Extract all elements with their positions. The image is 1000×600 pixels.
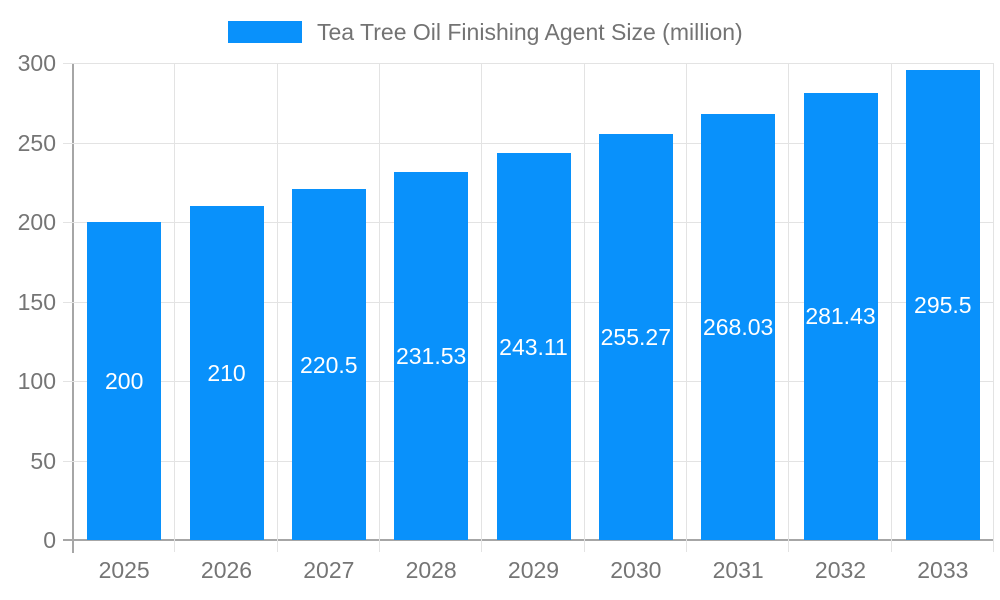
gridline-horizontal: [63, 63, 994, 64]
x-tick-label: 2029: [507, 557, 560, 583]
x-tick-label: 2030: [610, 557, 662, 583]
gridline-vertical: [788, 63, 790, 552]
x-tick-label: 2025: [98, 557, 150, 583]
y-tick-label: 300: [17, 50, 56, 76]
x-tick-label: 2026: [200, 557, 253, 583]
x-tick-label: 2027: [303, 557, 355, 583]
bar-2031[interactable]: [701, 113, 776, 540]
gridline-vertical: [686, 63, 687, 552]
bar-2032[interactable]: [803, 92, 878, 540]
y-tick-label: 0: [43, 527, 56, 553]
x-tick-label: 2031: [712, 557, 764, 583]
bar-2030[interactable]: [598, 134, 673, 540]
bar-2033[interactable]: [905, 70, 980, 540]
bar-2026[interactable]: [189, 206, 264, 540]
bar-2027[interactable]: [291, 189, 366, 540]
gridline-vertical: [481, 63, 483, 552]
x-tick-label: 2033: [917, 557, 969, 583]
x-tick-label: 2028: [405, 557, 457, 583]
legend-label: Tea Tree Oil Finishing Agent Size (milli…: [317, 18, 743, 45]
y-tick-label: 100: [17, 368, 56, 394]
bar-2025[interactable]: [87, 222, 162, 540]
y-axis-line: [72, 63, 74, 553]
legend-swatch: [228, 21, 302, 43]
gridline-vertical: [890, 63, 892, 552]
y-tick-label: 250: [17, 129, 56, 156]
bar-2029[interactable]: [496, 153, 571, 540]
y-tick-label: 150: [17, 288, 56, 315]
legend-item[interactable]: Tea Tree Oil Finishing Agent Size (milli…: [228, 18, 743, 46]
gridline-vertical: [276, 63, 278, 552]
x-axis-line: [63, 539, 994, 541]
gridline-horizontal: [63, 142, 994, 144]
gridline-vertical: [379, 63, 380, 552]
y-tick-label: 50: [30, 447, 56, 474]
plot-area: 200 210 220.5 231.53 243.11 255.27 268.03 281.4…: [63, 63, 994, 552]
gridline-vertical: [583, 63, 585, 552]
gridline-vertical: [993, 63, 994, 552]
bar-2028[interactable]: [394, 171, 469, 540]
gridline-vertical: [174, 63, 176, 552]
x-tick-label: 2032: [814, 557, 867, 583]
y-tick-label: 200: [17, 209, 56, 235]
